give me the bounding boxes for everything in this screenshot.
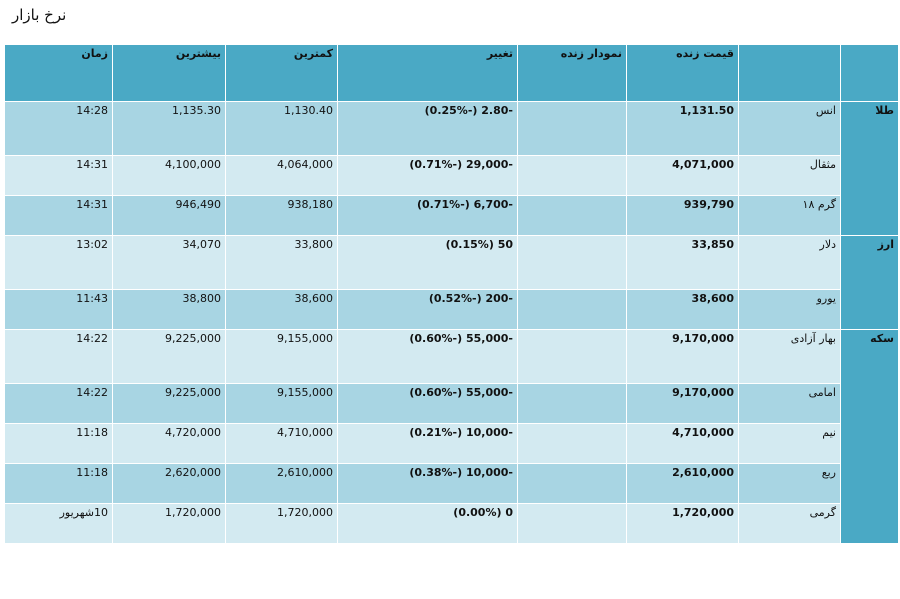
market-rates-table: زمان بیشترین کمترین تغییر نمودار زنده قی…: [4, 44, 899, 544]
time-value: 11:43: [4, 289, 113, 330]
min-value: 9,155,000: [225, 329, 338, 384]
table-row: 10شهریور 1,720,000 1,720,000 0 (0.00%) 1…: [4, 503, 899, 544]
change-value: -6,700 (-0.71%): [337, 195, 518, 236]
group-label-gold: طلا: [840, 101, 899, 236]
min-value: 1,130.40: [225, 101, 338, 156]
time-value: 11:18: [4, 423, 113, 464]
min-value: 4,064,000: [225, 155, 338, 196]
time-value: 13:02: [4, 235, 113, 290]
change-value: -2.80 (-0.25%): [337, 101, 518, 156]
table-row: 14:28 1,135.30 1,130.40 -2.80 (-0.25%) 1…: [4, 101, 899, 236]
item-name: گرمی: [738, 503, 841, 544]
item-name: یورو: [738, 289, 841, 330]
live-chart-cell: [517, 503, 627, 544]
page-title: نرخ بازار: [12, 6, 67, 24]
change-value: 0 (0.00%): [337, 503, 518, 544]
price-value: 1,131.50: [626, 101, 739, 156]
min-value: 38,600: [225, 289, 338, 330]
table-row: 11:18 4,720,000 4,710,000 -10,000 (-0.21…: [4, 423, 899, 464]
live-chart-cell: [517, 383, 627, 424]
item-name: بهار آزادی: [738, 329, 841, 384]
min-value: 33,800: [225, 235, 338, 290]
min-value: 2,610,000: [225, 463, 338, 504]
table-row: 13:02 34,070 33,800 50 (0.15%) 33,850 دل…: [4, 235, 899, 330]
max-value: 1,720,000: [112, 503, 226, 544]
item-name: گرم ۱۸: [738, 195, 841, 236]
live-chart-cell: [517, 423, 627, 464]
change-value: -55,000 (-0.60%): [337, 329, 518, 384]
price-value: 9,170,000: [626, 329, 739, 384]
change-value: -55,000 (-0.60%): [337, 383, 518, 424]
min-value: 4,710,000: [225, 423, 338, 464]
min-value: 938,180: [225, 195, 338, 236]
table-row: 11:43 38,800 38,600 -200 (-0.52%) 38,600…: [4, 289, 899, 330]
table-row: 14:22 9,225,000 9,155,000 -55,000 (-0.60…: [4, 329, 899, 544]
header-min: کمترین: [225, 44, 338, 102]
item-name: امامی: [738, 383, 841, 424]
time-value: 14:31: [4, 195, 113, 236]
max-value: 4,100,000: [112, 155, 226, 196]
change-value: -10,000 (-0.38%): [337, 463, 518, 504]
group-label-currency: ارز: [840, 235, 899, 330]
item-name: دلار: [738, 235, 841, 290]
max-value: 4,720,000: [112, 423, 226, 464]
time-value: 14:22: [4, 383, 113, 424]
table-header-row: زمان بیشترین کمترین تغییر نمودار زنده قی…: [4, 44, 899, 102]
time-value: 11:18: [4, 463, 113, 504]
price-value: 2,610,000: [626, 463, 739, 504]
max-value: 946,490: [112, 195, 226, 236]
item-name: ربع: [738, 463, 841, 504]
table-row: 14:31 946,490 938,180 -6,700 (-0.71%) 93…: [4, 195, 899, 236]
price-value: 38,600: [626, 289, 739, 330]
price-value: 4,710,000: [626, 423, 739, 464]
change-value: -200 (-0.52%): [337, 289, 518, 330]
item-name: انس: [738, 101, 841, 156]
header-name: [738, 44, 841, 102]
max-value: 1,135.30: [112, 101, 226, 156]
change-value: -29,000 (-0.71%): [337, 155, 518, 196]
price-value: 9,170,000: [626, 383, 739, 424]
header-change: تغییر: [337, 44, 518, 102]
header-max: بیشترین: [112, 44, 226, 102]
time-value: 14:22: [4, 329, 113, 384]
header-live-chart: نمودار زنده: [517, 44, 627, 102]
max-value: 9,225,000: [112, 329, 226, 384]
time-value: 14:31: [4, 155, 113, 196]
max-value: 9,225,000: [112, 383, 226, 424]
max-value: 38,800: [112, 289, 226, 330]
group-label-coin: سکه: [840, 329, 899, 544]
live-chart-cell: [517, 329, 627, 384]
header-live-price: قیمت زنده: [626, 44, 739, 102]
change-value: 50 (0.15%): [337, 235, 518, 290]
time-value: 14:28: [4, 101, 113, 156]
live-chart-cell: [517, 463, 627, 504]
table-row: 14:22 9,225,000 9,155,000 -55,000 (-0.60…: [4, 383, 899, 424]
table-row: 11:18 2,620,000 2,610,000 -10,000 (-0.38…: [4, 463, 899, 504]
item-name: مثقال: [738, 155, 841, 196]
live-chart-cell: [517, 155, 627, 196]
price-value: 4,071,000: [626, 155, 739, 196]
header-time: زمان: [4, 44, 113, 102]
min-value: 1,720,000: [225, 503, 338, 544]
header-group: [840, 44, 899, 102]
table-row: 14:31 4,100,000 4,064,000 -29,000 (-0.71…: [4, 155, 899, 196]
live-chart-cell: [517, 195, 627, 236]
live-chart-cell: [517, 235, 627, 290]
live-chart-cell: [517, 101, 627, 156]
min-value: 9,155,000: [225, 383, 338, 424]
item-name: نیم: [738, 423, 841, 464]
price-value: 939,790: [626, 195, 739, 236]
max-value: 34,070: [112, 235, 226, 290]
change-value: -10,000 (-0.21%): [337, 423, 518, 464]
max-value: 2,620,000: [112, 463, 226, 504]
price-value: 33,850: [626, 235, 739, 290]
time-value: 10شهریور: [4, 503, 113, 544]
price-value: 1,720,000: [626, 503, 739, 544]
live-chart-cell: [517, 289, 627, 330]
